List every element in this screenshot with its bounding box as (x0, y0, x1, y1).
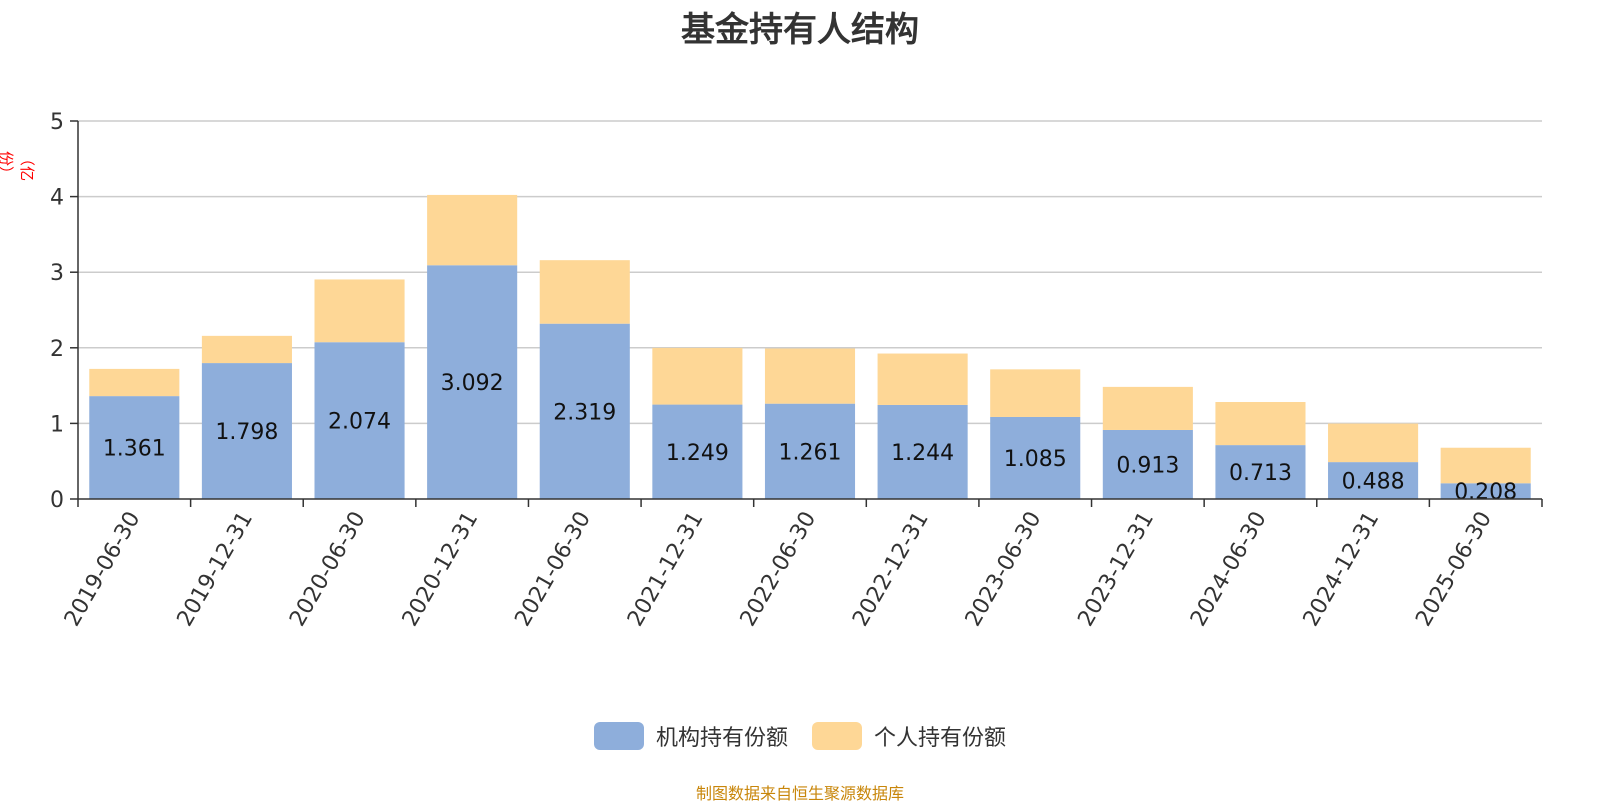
data-label: 2.319 (553, 400, 616, 425)
bar-series-1[interactable] (1440, 447, 1531, 484)
bar-series-0[interactable] (990, 416, 1081, 499)
bar-series-0[interactable] (539, 323, 630, 499)
data-label: 1.798 (215, 420, 278, 445)
legend-item-individual[interactable]: 个人持有份额 (812, 720, 1006, 752)
bar-series-0[interactable] (764, 403, 856, 499)
data-label: 2.074 (328, 410, 391, 435)
bar-series-1[interactable] (764, 348, 856, 404)
bar-series-1[interactable] (201, 335, 292, 364)
data-label: 1.249 (666, 441, 729, 466)
bar-series-1[interactable] (990, 369, 1081, 417)
y-tick-label: 3 (50, 261, 64, 286)
bar-series-0[interactable] (652, 404, 743, 499)
y-tick-label: 2 (50, 337, 64, 362)
x-tick-label: 2019-06-30 (60, 508, 146, 631)
y-tick-label: 4 (50, 186, 64, 211)
data-label: 1.244 (891, 441, 954, 466)
bar-series-1[interactable] (652, 347, 743, 405)
bar-series-0[interactable] (427, 265, 518, 499)
bar-series-0[interactable] (1328, 462, 1419, 499)
chart-plot: 1.361 1.798 2.074 3.092 2.319 1.249 1.261 1.244… (50, 110, 1543, 631)
bar-series-1[interactable] (539, 260, 630, 324)
y-tick-label: 0 (50, 488, 64, 513)
bar-series-1[interactable] (1215, 402, 1306, 446)
bar-series-0[interactable] (877, 404, 968, 499)
x-tick-label: 2019-12-31 (173, 508, 259, 631)
data-label: 0.208 (1454, 480, 1517, 505)
source-note: 制图数据来自恒生聚源数据库 (695, 784, 904, 803)
x-tick-label: 2020-12-31 (398, 507, 484, 630)
x-tick-label: 2021-12-31 (623, 508, 709, 631)
bar-series-0[interactable] (1215, 445, 1306, 499)
legend-label-institutional: 机构持有份额 (655, 726, 788, 751)
x-tick-label: 2021-06-30 (510, 508, 596, 631)
legend-swatch-institutional (593, 722, 644, 750)
x-tick-label: 2023-12-31 (1073, 508, 1159, 631)
legend-label-individual: 个人持有份额 (874, 726, 1007, 751)
bar-series-1[interactable] (1102, 386, 1193, 430)
y-tick-label: 5 (50, 110, 64, 135)
data-label: 1.085 (1004, 447, 1067, 472)
legend: 机构持有份额 个人持有份额 (0, 720, 1600, 752)
bar-series-0[interactable] (314, 342, 405, 499)
x-tick-label: 2022-06-30 (736, 508, 822, 631)
data-label: 1.361 (103, 437, 166, 462)
x-tick-label: 2020-06-30 (285, 508, 371, 631)
bar-series-1[interactable] (314, 279, 405, 343)
y-axis-unit: （亿份） (0, 151, 36, 182)
bar-series-0[interactable] (1102, 429, 1193, 499)
bar-series-1[interactable] (427, 194, 518, 266)
y-tick-label: 1 (50, 412, 64, 437)
bar-series-0[interactable] (201, 363, 292, 499)
chart-title: 基金持有人结构 (681, 10, 919, 50)
bar-series-1[interactable] (877, 353, 968, 405)
bar-series-0[interactable] (1440, 483, 1531, 499)
data-label: 3.092 (441, 371, 504, 396)
data-label: 0.713 (1229, 461, 1292, 486)
bars (89, 194, 1531, 499)
data-label: 0.488 (1342, 470, 1405, 495)
x-tick-label: 2025-06-30 (1411, 508, 1497, 631)
x-tick-label: 2024-06-30 (1186, 508, 1272, 631)
data-label: 1.261 (779, 440, 842, 465)
x-tick-label: 2024-12-31 (1299, 508, 1385, 631)
data-labels: 1.361 1.798 2.074 3.092 2.319 1.249 1.261 1.244… (103, 371, 1517, 505)
bar-series-0[interactable] (89, 396, 180, 499)
legend-swatch-individual (812, 722, 862, 750)
bar-series-1[interactable] (1328, 423, 1419, 463)
x-tick-label: 2022-12-31 (848, 508, 934, 631)
data-label: 0.913 (1116, 453, 1179, 478)
legend-item-institutional[interactable]: 机构持有份额 (593, 720, 788, 752)
bar-series-1[interactable] (89, 368, 180, 397)
x-tick-label: 2023-06-30 (961, 508, 1047, 631)
